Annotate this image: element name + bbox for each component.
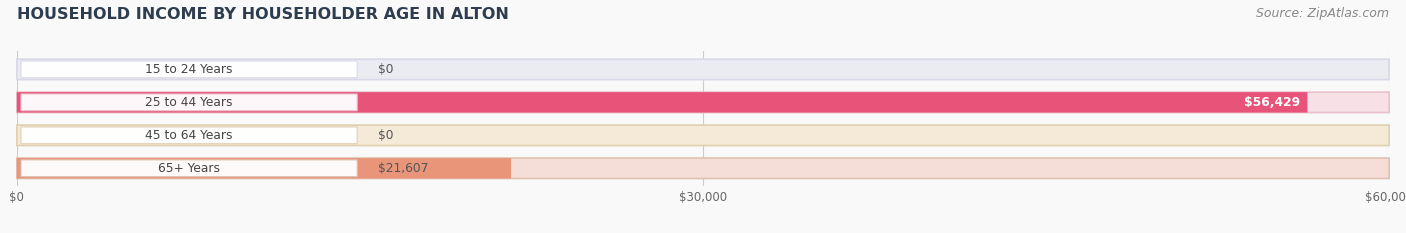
FancyBboxPatch shape	[17, 158, 1389, 178]
FancyBboxPatch shape	[17, 92, 1389, 113]
FancyBboxPatch shape	[21, 127, 357, 144]
Text: $21,607: $21,607	[378, 162, 429, 175]
Text: $56,429: $56,429	[1244, 96, 1301, 109]
FancyBboxPatch shape	[17, 158, 510, 178]
Text: 25 to 44 Years: 25 to 44 Years	[145, 96, 233, 109]
Text: HOUSEHOLD INCOME BY HOUSEHOLDER AGE IN ALTON: HOUSEHOLD INCOME BY HOUSEHOLDER AGE IN A…	[17, 7, 509, 22]
FancyBboxPatch shape	[17, 59, 1389, 80]
Text: 15 to 24 Years: 15 to 24 Years	[145, 63, 233, 76]
Text: Source: ZipAtlas.com: Source: ZipAtlas.com	[1256, 7, 1389, 20]
FancyBboxPatch shape	[17, 92, 1308, 113]
Text: 45 to 64 Years: 45 to 64 Years	[145, 129, 233, 142]
FancyBboxPatch shape	[17, 125, 1389, 146]
Text: $0: $0	[378, 129, 394, 142]
FancyBboxPatch shape	[21, 94, 357, 111]
Text: 65+ Years: 65+ Years	[157, 162, 221, 175]
FancyBboxPatch shape	[21, 160, 357, 177]
FancyBboxPatch shape	[21, 61, 357, 78]
Text: $0: $0	[378, 63, 394, 76]
